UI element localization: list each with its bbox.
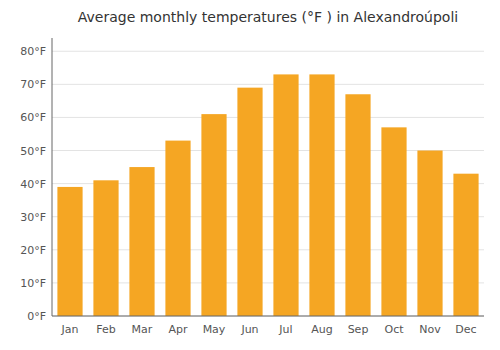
bar [345,94,370,316]
grid-line [52,84,484,85]
bar [237,88,262,316]
bar [453,174,478,316]
x-tick-label: Apr [168,323,188,336]
bar [165,141,190,316]
chart-svg: Average monthly temperatures (°F ) in Al… [0,0,500,350]
grid [52,51,484,316]
x-axis: Jan Feb Mar Apr May Jun Jul Aug Sep Oct Nov Dec [61,323,477,336]
y-tick-label: 70°F [20,78,46,91]
y-tick-label: 80°F [20,45,46,58]
y-tick-label: 60°F [20,111,46,124]
bar [381,127,406,316]
y-tick-label: 0°F [27,310,46,323]
chart-container: Average monthly temperatures (°F ) in Al… [0,0,500,350]
bar [309,74,334,316]
x-tick-label: Sep [348,323,369,336]
x-tick-label: Jul [278,323,292,336]
x-tick-label: Feb [96,323,115,336]
bar [417,151,442,316]
x-tick-label: Nov [419,323,441,336]
grid-line [52,51,484,52]
y-tick-label: 20°F [20,244,46,257]
y-tick-label: 40°F [20,178,46,191]
bar [273,74,298,316]
x-tick-label: Mar [132,323,153,336]
x-tick-label: Dec [455,323,476,336]
y-axis-line [52,38,53,316]
chart-title: Average monthly temperatures (°F ) in Al… [78,9,458,25]
grid-line [52,117,484,118]
grid-line [52,316,484,317]
x-axis-line [52,316,484,317]
x-tick-label: Aug [311,323,332,336]
bar [201,114,226,316]
bar [93,180,118,316]
page: {"chart_data": {"type": "bar", "title": … [0,0,500,350]
y-tick-label: 50°F [20,145,46,158]
y-axis: 0°F 10°F 20°F 30°F 40°F 50°F 60°F 70°F 80°F [20,45,46,323]
y-tick-label: 10°F [20,277,46,290]
x-tick-label: May [203,323,226,336]
bar [57,187,82,316]
bar [129,167,154,316]
x-tick-label: Jun [240,323,258,336]
bars [57,74,478,316]
x-tick-label: Oct [384,323,404,336]
x-tick-label: Jan [61,323,79,336]
y-tick-label: 30°F [20,211,46,224]
